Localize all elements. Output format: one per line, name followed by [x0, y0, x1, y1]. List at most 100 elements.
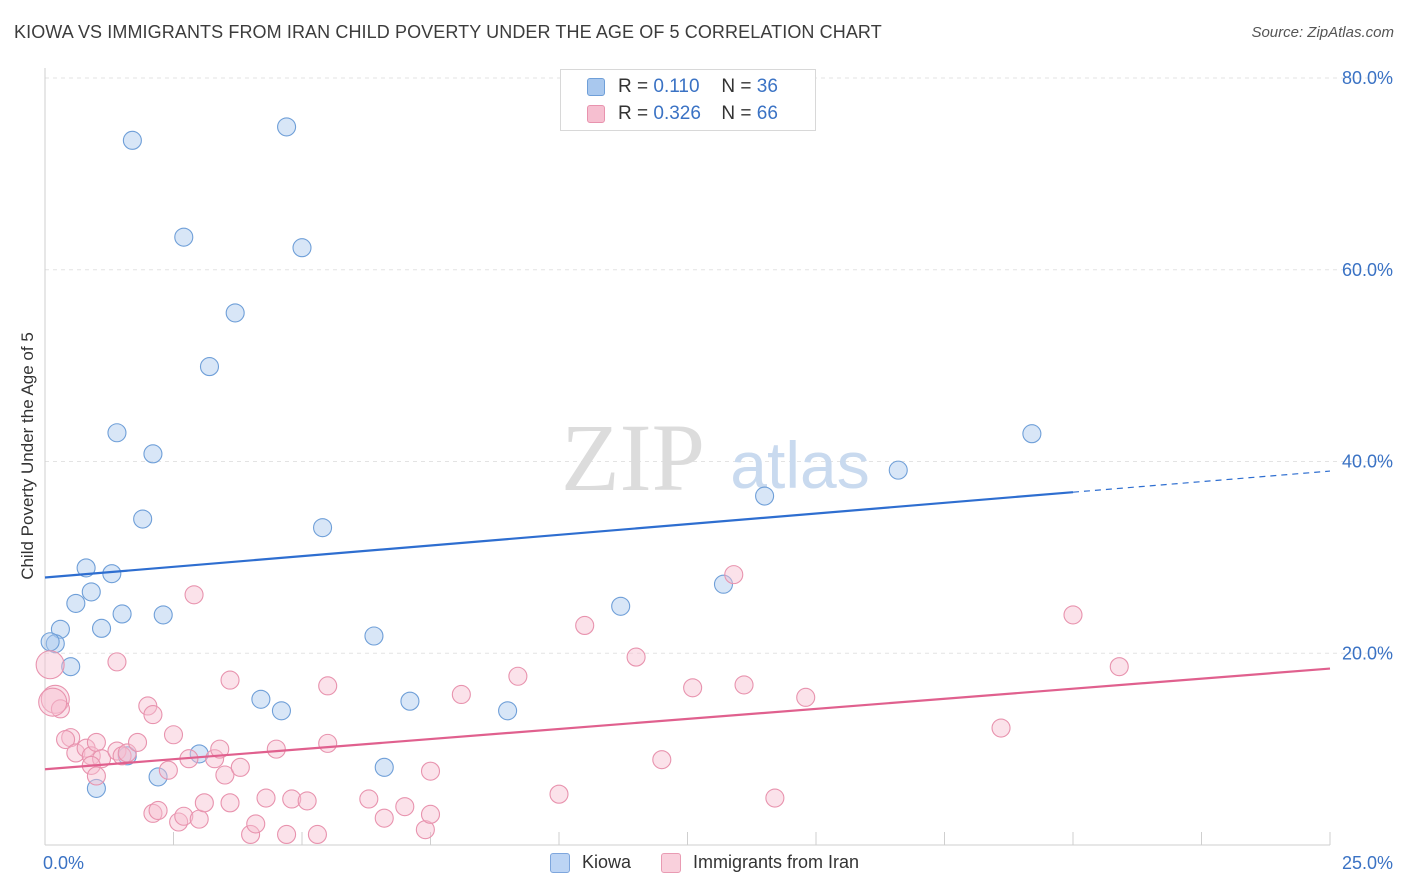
kiowa-point	[225, 303, 245, 323]
kiowa-point	[277, 117, 297, 137]
kiowa-point	[611, 596, 631, 616]
iran-point	[246, 814, 266, 834]
legend-n-label: N =	[721, 76, 752, 97]
iran-point	[127, 732, 148, 752]
iran-point	[415, 820, 435, 840]
iran-point	[143, 803, 163, 823]
tick-labels: 20.0% 40.0% 60.0% 80.0% 0.0% 25.0%	[43, 68, 1393, 873]
iran-point	[508, 666, 528, 686]
watermark-zip: ZIP	[561, 404, 705, 511]
kiowa-trend-line	[44, 491, 1074, 579]
legend-label-iran: Immigrants from Iran	[693, 852, 860, 872]
iran-point	[184, 585, 204, 605]
watermark: ZIP atlas	[561, 404, 870, 511]
x-tick-label-max: 25.0%	[1342, 853, 1393, 873]
iran-point	[282, 789, 302, 809]
series-kiowa-points	[40, 117, 1042, 798]
iran-point	[194, 793, 214, 813]
iran-point	[1063, 605, 1083, 625]
iran-point	[765, 788, 785, 808]
iran-point	[734, 675, 754, 695]
iran-point	[395, 797, 415, 817]
x-tick-label-min: 0.0%	[43, 853, 84, 873]
iran-point	[174, 806, 194, 826]
y-tick-label: 80.0%	[1342, 68, 1393, 88]
iran-point	[297, 791, 317, 811]
kiowa-point	[143, 444, 163, 464]
kiowa-point	[148, 767, 168, 787]
kiowa-point	[40, 632, 60, 652]
iran-point	[1109, 657, 1129, 677]
legend-r-label: R =	[618, 76, 649, 97]
iran-point	[91, 749, 112, 769]
series-iran-points	[35, 565, 1129, 845]
legend-row-kiowa: R = 0.110 N = 36	[587, 75, 778, 99]
iran-point	[169, 812, 189, 832]
kiowa-point	[81, 582, 101, 602]
iran-point	[307, 824, 327, 845]
iran-point	[266, 739, 286, 759]
iran-point	[86, 766, 106, 786]
iran-point	[143, 705, 163, 725]
kiowa-point	[713, 574, 734, 594]
y-tick-label: 20.0%	[1342, 643, 1393, 663]
iran-point	[56, 729, 76, 750]
iran-point	[230, 757, 250, 777]
kiowa-point	[153, 605, 173, 625]
legend-swatch-iran	[661, 852, 682, 873]
kiowa-point	[755, 486, 775, 506]
kiowa-point	[174, 227, 194, 247]
iran-point	[420, 761, 441, 781]
kiowa-point	[76, 558, 96, 578]
kiowa-point	[292, 238, 312, 258]
legend-item-iran: Immigrants from Iran	[661, 852, 859, 873]
legend-row-iran: R = 0.326 N = 66	[587, 102, 778, 126]
legend-n-label: N =	[721, 103, 752, 124]
iran-point	[148, 800, 168, 821]
iran-point	[575, 615, 595, 635]
legend-label-kiowa: Kiowa	[582, 852, 632, 872]
kiowa-point	[374, 757, 394, 777]
iran-point	[724, 565, 744, 585]
kiowa-point	[107, 423, 127, 443]
iran-point	[50, 699, 70, 719]
iran-point	[683, 678, 703, 698]
kiowa-point	[364, 626, 384, 646]
iran-point	[991, 718, 1011, 738]
kiowa-trend-extension	[1072, 470, 1331, 493]
iran-point	[112, 746, 132, 766]
legend-r-value: 0.326	[653, 103, 701, 124]
legend-item-kiowa: Kiowa	[550, 852, 631, 873]
trend-lines	[44, 470, 1331, 771]
iran-point	[277, 824, 297, 845]
iran-point	[549, 784, 569, 804]
iran-point	[359, 789, 379, 809]
series-legend: Kiowa Immigrants from Iran	[550, 852, 889, 873]
kiowa-point	[122, 130, 142, 150]
kiowa-point	[1022, 424, 1042, 444]
correlation-legend: R = 0.110 N = 36 R = 0.326 N = 66	[560, 69, 816, 131]
kiowa-point	[271, 701, 291, 721]
legend-n-value: 36	[756, 76, 778, 97]
kiowa-point	[66, 593, 86, 613]
iran-point	[652, 750, 672, 770]
iran-point	[318, 676, 338, 696]
iran-point	[241, 824, 261, 845]
iran-point	[451, 684, 471, 705]
iran-point	[66, 743, 86, 763]
iran-point	[215, 765, 235, 785]
kiowa-point	[112, 604, 132, 624]
y-tick-label: 40.0%	[1342, 452, 1393, 472]
iran-point	[189, 809, 209, 829]
axes	[44, 68, 1331, 846]
iran-point	[420, 804, 441, 824]
chart-title: KIOWA VS IMMIGRANTS FROM IRAN CHILD POVE…	[14, 22, 882, 42]
iran-point	[220, 670, 240, 690]
legend-r-value: 0.110	[653, 76, 700, 97]
iran-point	[256, 788, 276, 808]
kiowa-point	[91, 618, 112, 638]
kiowa-point	[498, 701, 518, 721]
iran-point	[163, 725, 184, 745]
kiowa-point	[133, 509, 153, 529]
